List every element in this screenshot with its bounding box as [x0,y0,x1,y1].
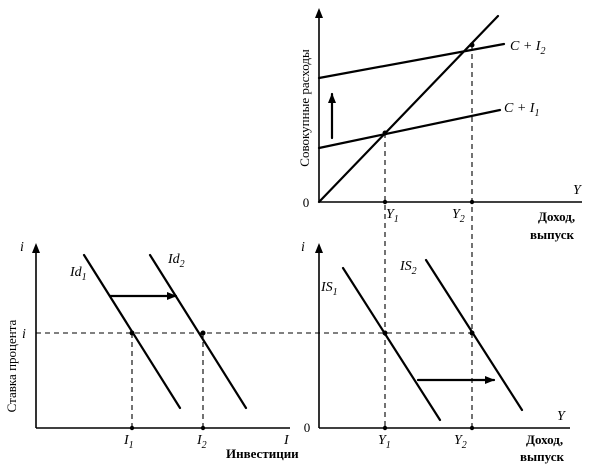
bottom-right-panel: i 0 Y Доход, выпуск IS1 IS2 Y1 Y2 [301,240,570,464]
br-x-axis-symbol: Y [557,409,567,424]
top-x-axis-title-line2: выпуск [530,227,575,242]
top-x-axis-title-line1: Доход, [538,209,575,224]
br-tick-y1 [382,425,388,431]
bl-x-axis-title: Инвестиции [226,446,299,461]
br-tick-label-y2: Y2 [454,433,467,451]
bl-tick-label-i1: I1 [123,433,134,451]
bottom-left-panel: i Ставка процента i I Инвестиции Id1 Id2… [4,240,299,461]
label-id1: Id1 [69,265,87,283]
br-x-axis-title-line2: выпуск [520,449,565,464]
label-is2: IS2 [399,259,417,277]
bl-y-axis-title: Ставка процента [4,319,19,412]
top-origin-label: 0 [303,195,310,210]
br-tick-y2 [469,425,475,431]
curve-c-plus-i2 [317,42,506,80]
br-x-axis-title-line1: Доход, [526,432,563,447]
curve-is1 [341,266,442,422]
top-panel: Совокупные расходы 0 Y Доход, выпуск C +… [297,8,583,242]
bl-tick-label-i2: I2 [196,433,207,451]
br-tick-label-y1: Y1 [378,433,391,451]
curve-is2 [424,258,524,412]
label-c-plus-i2: C + I2 [510,39,545,57]
bl-tick-i1 [129,425,135,431]
curve-c-plus-i1 [317,108,502,150]
br-point-y2 [469,330,475,336]
top-tick-label-y1: Y1 [386,207,399,225]
bl-rate-label: i [22,327,26,342]
br-origin-label: 0 [304,420,311,435]
top-tick-y1 [382,199,388,205]
br-point-y1 [382,330,388,336]
br-y-axis-arrow [315,243,323,253]
label-id2: Id2 [167,252,185,270]
top-tick-label-y2: Y2 [452,207,465,225]
bl-x-axis-symbol: I [283,433,290,448]
45-degree-line [317,14,500,204]
top-y-axis-arrow [315,8,323,18]
label-c-plus-i1: C + I1 [504,101,539,119]
br-y-axis-symbol: i [301,240,305,255]
top-y-axis-title: Совокупные расходы [297,49,312,167]
bl-tick-i2 [200,425,206,431]
label-is1: IS1 [320,280,338,298]
top-x-axis-symbol: Y [573,183,583,198]
bl-y-axis-symbol: i [20,240,24,255]
curve-id2 [148,253,248,410]
bl-y-axis-arrow [32,243,40,253]
